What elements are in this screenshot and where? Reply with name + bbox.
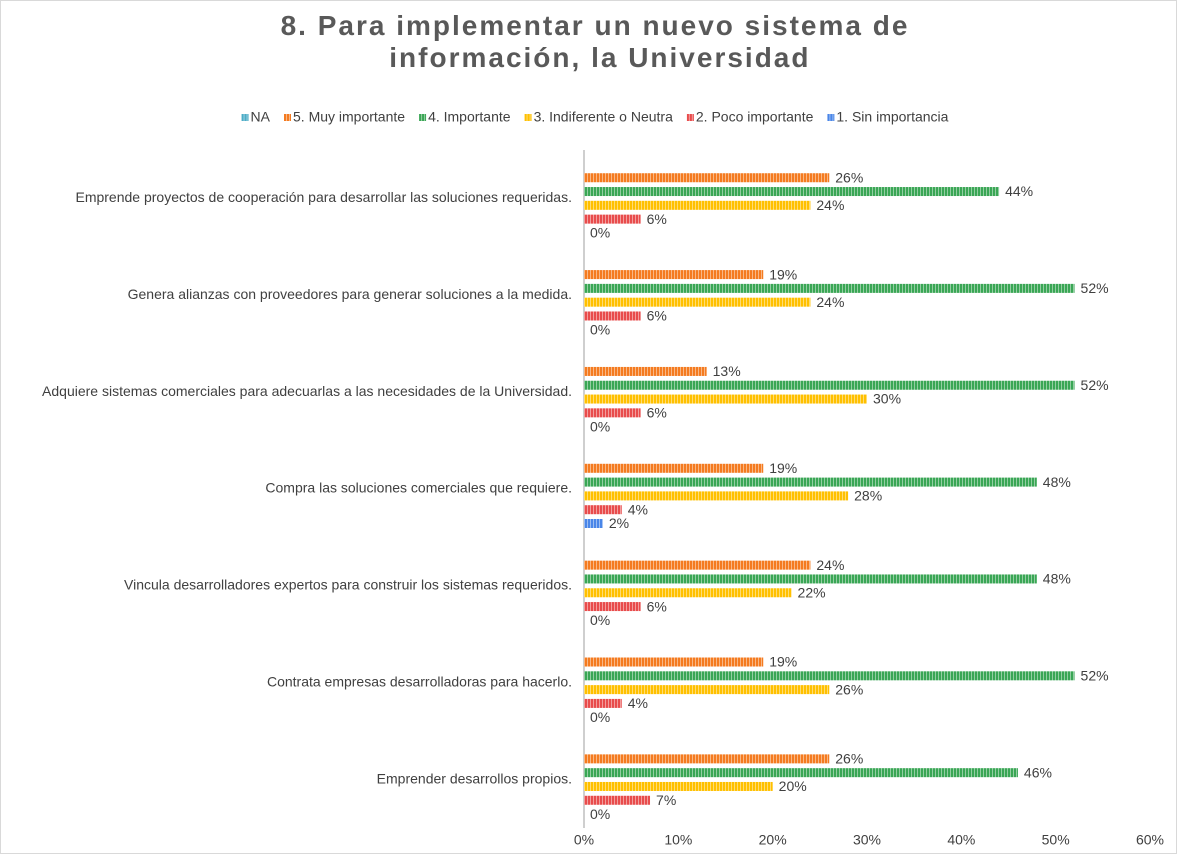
- data-label: 19%: [769, 460, 797, 476]
- data-label: 46%: [1024, 764, 1052, 780]
- chart-title: 8. Para implementar un nuevo sistema de …: [281, 10, 910, 73]
- x-tick-label: 0%: [574, 832, 594, 848]
- bar: [584, 366, 707, 376]
- y-tick-label: Genera alianzas con proveedores para gen…: [128, 286, 572, 302]
- legend-item: 4. Importante: [419, 109, 511, 125]
- data-label: 19%: [769, 266, 797, 282]
- data-label: 0%: [590, 321, 610, 337]
- bar: [584, 781, 773, 791]
- data-label: 0%: [590, 612, 610, 628]
- data-label: 0%: [590, 806, 610, 822]
- data-label: 26%: [835, 169, 863, 185]
- x-tick-label: 50%: [1042, 832, 1070, 848]
- data-label: 4%: [628, 501, 648, 517]
- y-tick-label: Emprende proyectos de cooperación para d…: [75, 189, 572, 205]
- legend-swatch: [241, 114, 249, 121]
- legend-label: 1. Sin importancia: [836, 109, 948, 125]
- bar: [584, 187, 1000, 197]
- data-label: 52%: [1081, 668, 1109, 684]
- data-label: 44%: [1005, 183, 1033, 199]
- y-tick-label: Compra las soluciones comerciales que re…: [265, 480, 572, 496]
- bar: [584, 795, 651, 805]
- data-label: 19%: [769, 654, 797, 670]
- bar: [584, 380, 1075, 390]
- x-tick-label: 30%: [853, 832, 881, 848]
- data-label: 24%: [816, 197, 844, 213]
- legend-item: 3. Indiferente o Neutra: [524, 109, 674, 125]
- legend-item: 2. Poco importante: [686, 109, 814, 125]
- legend-label: 3. Indiferente o Neutra: [534, 109, 674, 125]
- data-label: 0%: [590, 225, 610, 241]
- bar: [584, 491, 849, 501]
- bar: [584, 408, 641, 418]
- data-label: 48%: [1043, 474, 1071, 490]
- y-tick-label: Vincula desarrolladores expertos para co…: [124, 577, 572, 593]
- data-label: 20%: [779, 778, 807, 794]
- bar: [584, 270, 764, 280]
- legend-swatch: [827, 114, 835, 121]
- bar: [584, 297, 811, 307]
- data-label: 7%: [656, 792, 676, 808]
- bar: [584, 685, 830, 695]
- data-label: 24%: [816, 294, 844, 310]
- legend-swatch: [419, 114, 427, 121]
- bar: [584, 657, 764, 667]
- legend-swatch: [686, 114, 694, 121]
- legend-item: NA: [241, 109, 271, 125]
- y-tick-label: Contrata empresas desarrolladoras para h…: [267, 673, 572, 689]
- data-label: 24%: [816, 557, 844, 573]
- x-tick-label: 40%: [947, 832, 975, 848]
- legend-item: 1. Sin importancia: [827, 109, 949, 125]
- y-tick-label: Emprender desarrollos propios.: [377, 770, 572, 786]
- legend-label: 4. Importante: [428, 109, 511, 125]
- data-label: 26%: [835, 751, 863, 767]
- data-label: 2%: [609, 515, 629, 531]
- bar: [584, 560, 811, 570]
- bar: [584, 574, 1037, 584]
- y-tick-label: Adquiere sistemas comerciales para adecu…: [42, 383, 572, 399]
- bar: [584, 173, 830, 183]
- bar: [584, 394, 867, 404]
- bar: [584, 311, 641, 321]
- data-label: 22%: [798, 584, 826, 600]
- legend-label: NA: [251, 109, 271, 125]
- legend-item: 5. Muy importante: [284, 109, 405, 125]
- bar: [584, 477, 1037, 487]
- bar: [584, 602, 641, 612]
- data-label: 30%: [873, 391, 901, 407]
- bar: [584, 505, 622, 515]
- data-label: 4%: [628, 695, 648, 711]
- bar: [584, 214, 641, 224]
- data-label: 6%: [647, 598, 667, 614]
- bar: [584, 283, 1075, 293]
- data-label: 52%: [1081, 377, 1109, 393]
- legend-label: 2. Poco importante: [696, 109, 814, 125]
- data-label: 52%: [1081, 280, 1109, 296]
- data-label: 28%: [854, 488, 882, 504]
- data-label: 26%: [835, 681, 863, 697]
- legend-label: 5. Muy importante: [293, 109, 405, 125]
- x-tick-label: 60%: [1136, 832, 1164, 848]
- data-label: 48%: [1043, 571, 1071, 587]
- bar: [584, 768, 1018, 778]
- x-tick-label: 20%: [759, 832, 787, 848]
- bar: [584, 588, 792, 598]
- data-label: 6%: [647, 405, 667, 421]
- bar: [584, 200, 811, 210]
- data-label: 13%: [713, 363, 741, 379]
- bar: [584, 463, 764, 473]
- data-label: 0%: [590, 418, 610, 434]
- data-label: 6%: [647, 211, 667, 227]
- bar: [584, 519, 603, 528]
- legend-swatch: [524, 114, 532, 121]
- data-label: 0%: [590, 709, 610, 725]
- bar: [584, 754, 830, 764]
- data-label: 6%: [647, 308, 667, 324]
- bar: [584, 671, 1075, 681]
- x-tick-label: 10%: [664, 832, 692, 848]
- legend-swatch: [284, 114, 291, 121]
- bar: [584, 698, 622, 708]
